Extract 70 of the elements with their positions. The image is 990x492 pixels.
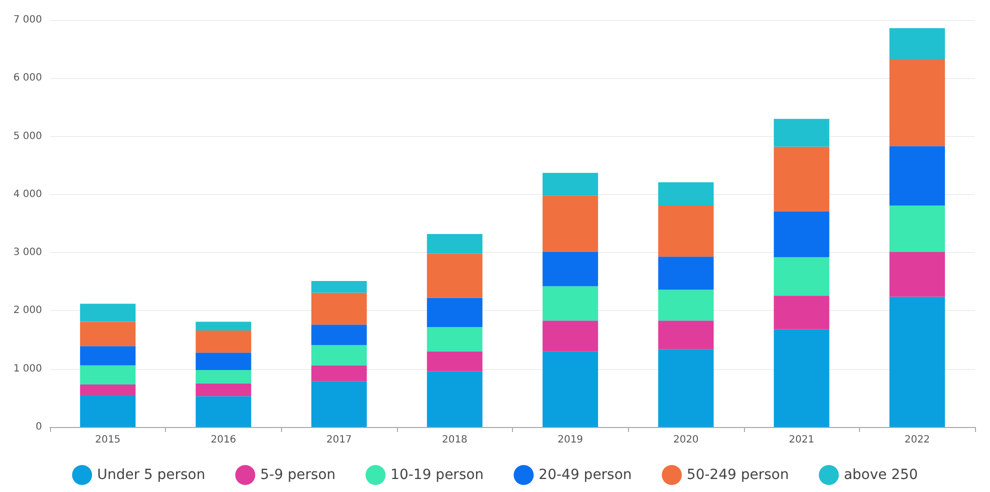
bar bbox=[311, 281, 367, 293]
bar bbox=[426, 326, 482, 352]
y-tick-label: 6 000 bbox=[13, 72, 42, 84]
bar bbox=[196, 352, 252, 370]
bar bbox=[311, 345, 367, 366]
y-tick-label: 3 000 bbox=[13, 247, 42, 258]
x-tick-label: 2019 bbox=[558, 434, 584, 446]
legend-label: above 250 bbox=[844, 467, 918, 483]
x-tick-label: 2022 bbox=[904, 434, 930, 446]
x-tick-label: 2016 bbox=[210, 434, 236, 446]
bar bbox=[196, 370, 252, 384]
bar bbox=[889, 146, 945, 206]
bar bbox=[774, 146, 830, 212]
bar bbox=[542, 351, 598, 427]
bar bbox=[80, 322, 136, 346]
legend-label: 5-9 person bbox=[260, 467, 336, 483]
x-tick-label: 2020 bbox=[673, 434, 699, 446]
bar bbox=[658, 182, 714, 206]
bar bbox=[426, 234, 482, 254]
y-tick-label: 2 000 bbox=[13, 305, 42, 316]
bar bbox=[774, 296, 830, 330]
bar bbox=[196, 330, 252, 353]
legend-label: 50-249 person bbox=[686, 467, 789, 483]
y-tick-label: 5 000 bbox=[13, 130, 42, 142]
bar bbox=[426, 351, 482, 372]
bar bbox=[311, 324, 367, 346]
bar bbox=[80, 395, 136, 427]
bar bbox=[889, 58, 945, 146]
bar bbox=[774, 329, 830, 427]
bar bbox=[426, 298, 482, 327]
bar bbox=[542, 196, 598, 252]
bar bbox=[658, 290, 714, 321]
bar bbox=[889, 296, 945, 427]
bar bbox=[774, 257, 830, 296]
bar bbox=[542, 320, 598, 352]
bar bbox=[889, 28, 945, 59]
bar bbox=[542, 286, 598, 321]
bar bbox=[542, 252, 598, 286]
bar bbox=[426, 371, 482, 427]
bar bbox=[196, 383, 252, 396]
bar bbox=[80, 365, 136, 385]
bar bbox=[311, 365, 367, 382]
legend-label: 10-19 person bbox=[390, 467, 484, 483]
bar bbox=[889, 205, 945, 252]
bar bbox=[80, 346, 136, 366]
bar bbox=[658, 205, 714, 257]
bar bbox=[658, 349, 714, 427]
x-tick-label: 2018 bbox=[442, 434, 468, 446]
bar bbox=[658, 320, 714, 350]
x-tick-label: 2017 bbox=[326, 434, 352, 446]
bar bbox=[774, 211, 830, 258]
bar bbox=[774, 118, 830, 147]
bar bbox=[658, 256, 714, 290]
bar bbox=[196, 396, 252, 427]
bar bbox=[426, 254, 482, 298]
y-tick-label: 4 000 bbox=[13, 188, 42, 200]
y-tick-label: 0 bbox=[36, 422, 42, 432]
bar bbox=[80, 304, 136, 322]
legend-label: Under 5 person bbox=[97, 467, 206, 483]
bar bbox=[311, 292, 367, 325]
bar bbox=[889, 252, 945, 297]
bar bbox=[196, 322, 252, 330]
y-tick-label: 1 000 bbox=[13, 363, 42, 374]
x-tick-label: 2015 bbox=[95, 434, 121, 446]
y-tick-label: 7 000 bbox=[13, 14, 42, 26]
bar bbox=[80, 384, 136, 396]
x-tick-label: 2021 bbox=[788, 434, 814, 446]
bar bbox=[311, 381, 367, 427]
legend-label: 20-49 person bbox=[538, 467, 632, 483]
bar bbox=[542, 172, 598, 196]
